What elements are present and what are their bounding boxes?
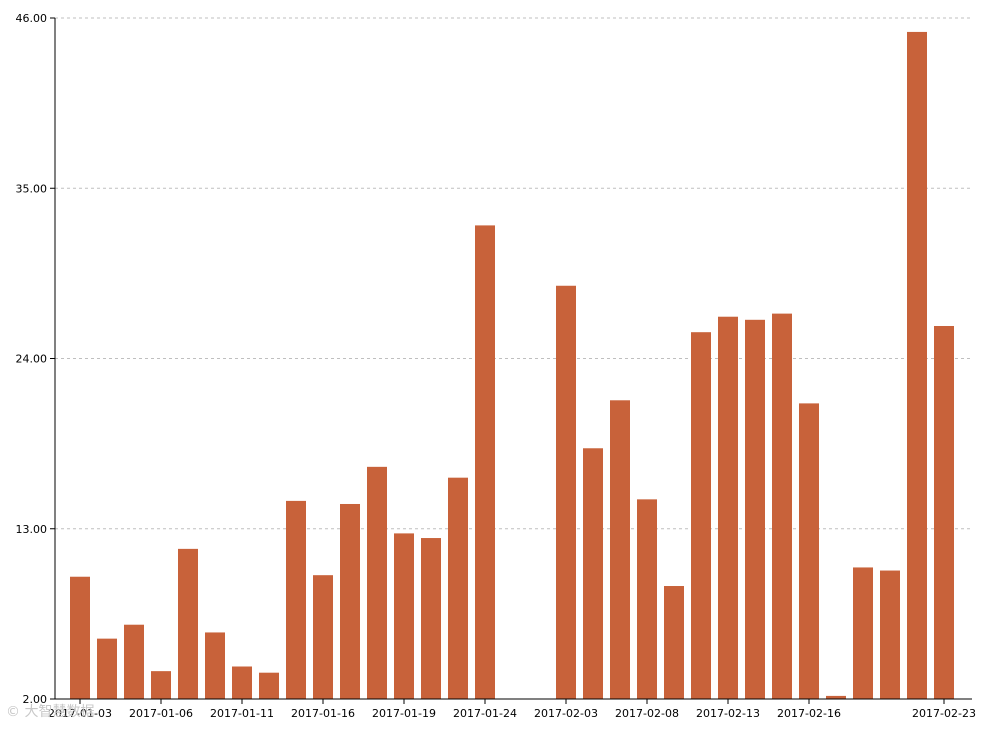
y-tick-label: 46.00 [16, 12, 48, 25]
x-tick-label: 2017-02-23 [912, 707, 976, 720]
bar [340, 503, 360, 699]
bar [691, 332, 711, 699]
bar [70, 576, 90, 699]
y-tick-label: 13.00 [16, 523, 48, 536]
bar [151, 671, 171, 699]
bar [232, 666, 252, 699]
bar [907, 31, 927, 699]
bar [448, 477, 468, 699]
bar [718, 316, 738, 699]
bar [97, 638, 117, 699]
x-tick-label: 2017-02-13 [696, 707, 760, 720]
x-tick-label: 2017-01-16 [291, 707, 355, 720]
bar [826, 695, 846, 699]
bar [934, 325, 954, 699]
bar [853, 567, 873, 699]
bar [556, 285, 576, 699]
bar [637, 499, 657, 699]
bar [259, 672, 279, 699]
bars [70, 31, 954, 700]
x-tick-label: 2017-01-11 [210, 707, 274, 720]
bar [178, 548, 198, 699]
x-tick-label: 2017-02-03 [534, 707, 598, 720]
bar [367, 466, 387, 699]
bar [313, 575, 333, 699]
y-tick-label: 35.00 [16, 182, 48, 195]
x-tick-label: 2017-02-16 [777, 707, 841, 720]
y-tick-label: 2.00 [23, 693, 48, 706]
y-axis-ticks: 2.00 13.00 24.00 35.00 46.00 [16, 12, 55, 706]
bar [664, 586, 684, 699]
bar [124, 624, 144, 699]
x-tick-label: 2017-01-19 [372, 707, 436, 720]
bar [421, 538, 441, 699]
bar [799, 403, 819, 699]
bar [394, 533, 414, 699]
bar [475, 225, 495, 700]
bar [286, 500, 306, 699]
x-tick-label: 2017-01-03 [48, 707, 112, 720]
bar [610, 400, 630, 699]
bar [745, 319, 765, 699]
bar [205, 632, 225, 699]
x-tick-label: 2017-01-06 [129, 707, 193, 720]
gridlines [55, 17, 972, 530]
x-axis-ticks: 2017-01-03 2017-01-06 2017-01-11 2017-01-16… [48, 699, 976, 720]
bar [772, 313, 792, 699]
watermark-text: © 大智慧数据 [6, 704, 95, 720]
x-tick-label: 2017-02-08 [615, 707, 679, 720]
x-tick-label: 2017-01-24 [453, 707, 517, 720]
bar [583, 448, 603, 699]
bar [880, 570, 900, 699]
y-tick-label: 24.00 [16, 353, 48, 366]
